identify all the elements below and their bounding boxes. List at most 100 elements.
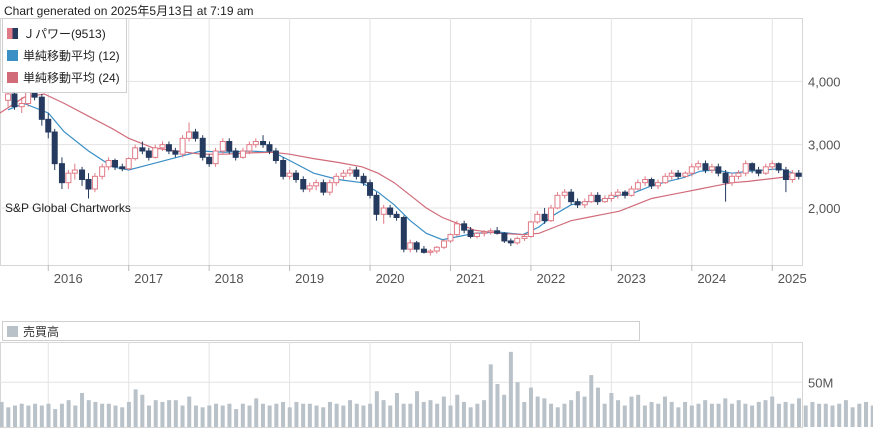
volume-bar: [595, 387, 600, 427]
candle: [79, 166, 86, 186]
candle: [340, 170, 347, 180]
candle-body: [695, 163, 702, 168]
legend-item-price[interactable]: Ｊパワー(9513): [7, 22, 120, 44]
candle-body: [407, 242, 414, 250]
candle: [300, 176, 307, 193]
candle: [333, 173, 340, 186]
volume-bar: [810, 401, 815, 427]
y-tick-label: 2,000: [808, 201, 841, 216]
candle: [729, 173, 736, 186]
candle-body: [775, 163, 782, 171]
volume-bar: [642, 405, 647, 427]
candle: [272, 147, 279, 164]
volume-bar: [147, 405, 152, 427]
volume-bar: [193, 405, 198, 427]
volume-bar: [756, 401, 761, 427]
volume-legend[interactable]: 売買高: [2, 321, 640, 341]
candle: [286, 170, 293, 180]
candle-body: [79, 169, 86, 180]
candle: [400, 215, 407, 253]
generated-timestamp: Chart generated on 2025年5月13日 at 7:19 am: [4, 4, 254, 18]
candle-body: [38, 96, 45, 120]
candle-body: [51, 131, 58, 165]
volume-bar: [106, 403, 111, 427]
candle-body: [179, 137, 186, 155]
volume-bar: [220, 405, 225, 427]
candle-body: [467, 229, 474, 238]
candle: [708, 163, 715, 174]
volume-bar: [120, 407, 125, 427]
candle: [246, 141, 253, 155]
candle-body: [226, 141, 233, 152]
candle: [474, 232, 481, 239]
candle-body: [521, 236, 528, 239]
candle-body: [266, 144, 273, 152]
volume-bar: [542, 398, 547, 427]
volume-bar: [167, 400, 172, 427]
candle-body: [614, 191, 621, 196]
x-tick-label: 2019: [295, 271, 324, 286]
candle: [320, 179, 327, 196]
candle: [628, 185, 635, 197]
volume-bar: [629, 396, 634, 427]
candle-swatch-icon: [7, 27, 18, 39]
volume-bar: [555, 407, 560, 427]
candle-body: [159, 144, 166, 149]
candle: [688, 163, 695, 177]
candle-body: [494, 230, 501, 234]
volume-bar: [609, 393, 614, 427]
candle: [119, 163, 126, 172]
x-tick-label: 2022: [536, 271, 565, 286]
candle: [568, 189, 575, 205]
volume-bar: [281, 401, 286, 427]
candle: [541, 208, 548, 224]
candle: [353, 166, 360, 180]
volume-bar: [421, 401, 426, 427]
volume-bar: [200, 407, 205, 427]
candle: [226, 138, 233, 155]
volume-bar: [455, 394, 460, 427]
volume-bar: [649, 401, 654, 427]
volume-bar: [294, 401, 299, 427]
legend-label-ma24: 単純移動平均 (24): [23, 70, 120, 85]
candle-body: [662, 175, 669, 184]
candle: [266, 141, 273, 155]
volume-bar: [274, 403, 279, 427]
candle: [755, 166, 762, 177]
candle: [655, 179, 662, 189]
candle-body: [474, 232, 481, 237]
volume-bar: [214, 403, 219, 427]
candle-body: [212, 150, 219, 165]
candle-body: [367, 182, 374, 196]
candle: [346, 166, 353, 177]
volume-bar: [676, 407, 681, 427]
legend-label-ma12: 単純移動平均 (12): [23, 48, 120, 63]
volume-bar: [100, 403, 105, 427]
candle-body: [293, 172, 300, 181]
candle-body: [373, 194, 380, 215]
volume-bar: [26, 405, 31, 427]
legend-item-ma24[interactable]: 単純移動平均 (24): [7, 66, 120, 88]
candle: [622, 190, 629, 199]
candle: [65, 170, 72, 189]
candle: [735, 170, 742, 180]
volume-bar: [66, 400, 71, 427]
candle: [441, 239, 448, 250]
candle: [91, 173, 98, 193]
candle: [260, 135, 267, 148]
candle-body: [541, 213, 548, 222]
candle-body: [675, 172, 682, 177]
volume-bar: [341, 405, 346, 427]
candle-body: [622, 191, 629, 196]
candle: [461, 220, 468, 234]
volume-bar: [709, 403, 714, 427]
candle: [420, 246, 427, 254]
volume-bar: [126, 401, 131, 427]
legend-item-ma12[interactable]: 単純移動平均 (12): [7, 44, 120, 66]
candle: [313, 179, 320, 191]
candle-body: [668, 172, 675, 177]
candle-body: [272, 150, 279, 161]
candle-body: [769, 163, 776, 168]
candle-body: [568, 191, 575, 203]
candle: [252, 138, 259, 148]
